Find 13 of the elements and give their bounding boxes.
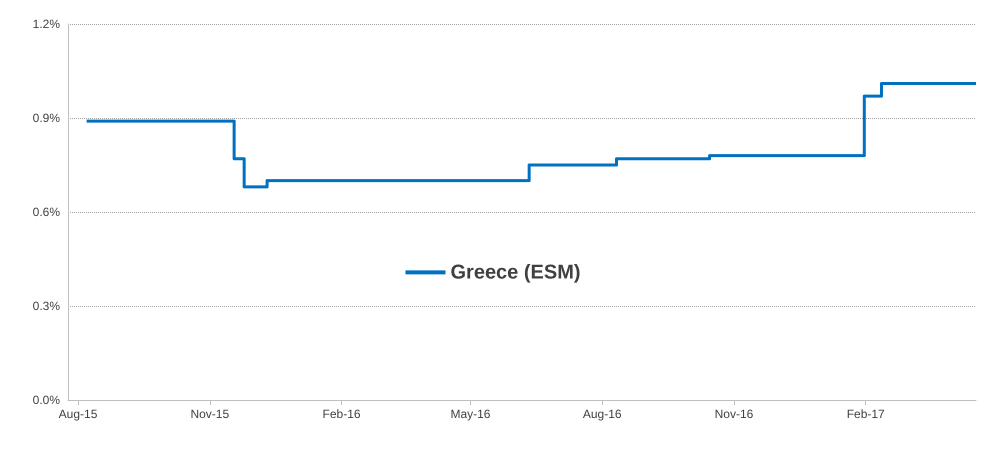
y-tick-label: 0.6% (32, 205, 60, 219)
x-tick-label: Feb-16 (322, 407, 361, 421)
y-tick-label: 0.9% (32, 111, 60, 125)
x-tick-label: Nov-16 (714, 407, 754, 421)
y-tick-label: 0.0% (32, 393, 60, 407)
x-tick-label: Nov-15 (190, 407, 230, 421)
x-tick-label: May-16 (450, 407, 491, 421)
x-tick-label: Aug-15 (58, 407, 98, 421)
y-tick-label: 0.3% (32, 299, 60, 313)
y-tick-label: 1.2% (32, 17, 60, 31)
x-tick-label: Feb-17 (846, 407, 886, 421)
x-tick-label: Aug-16 (582, 407, 622, 421)
legend-label: Greece (ESM) (450, 261, 581, 284)
